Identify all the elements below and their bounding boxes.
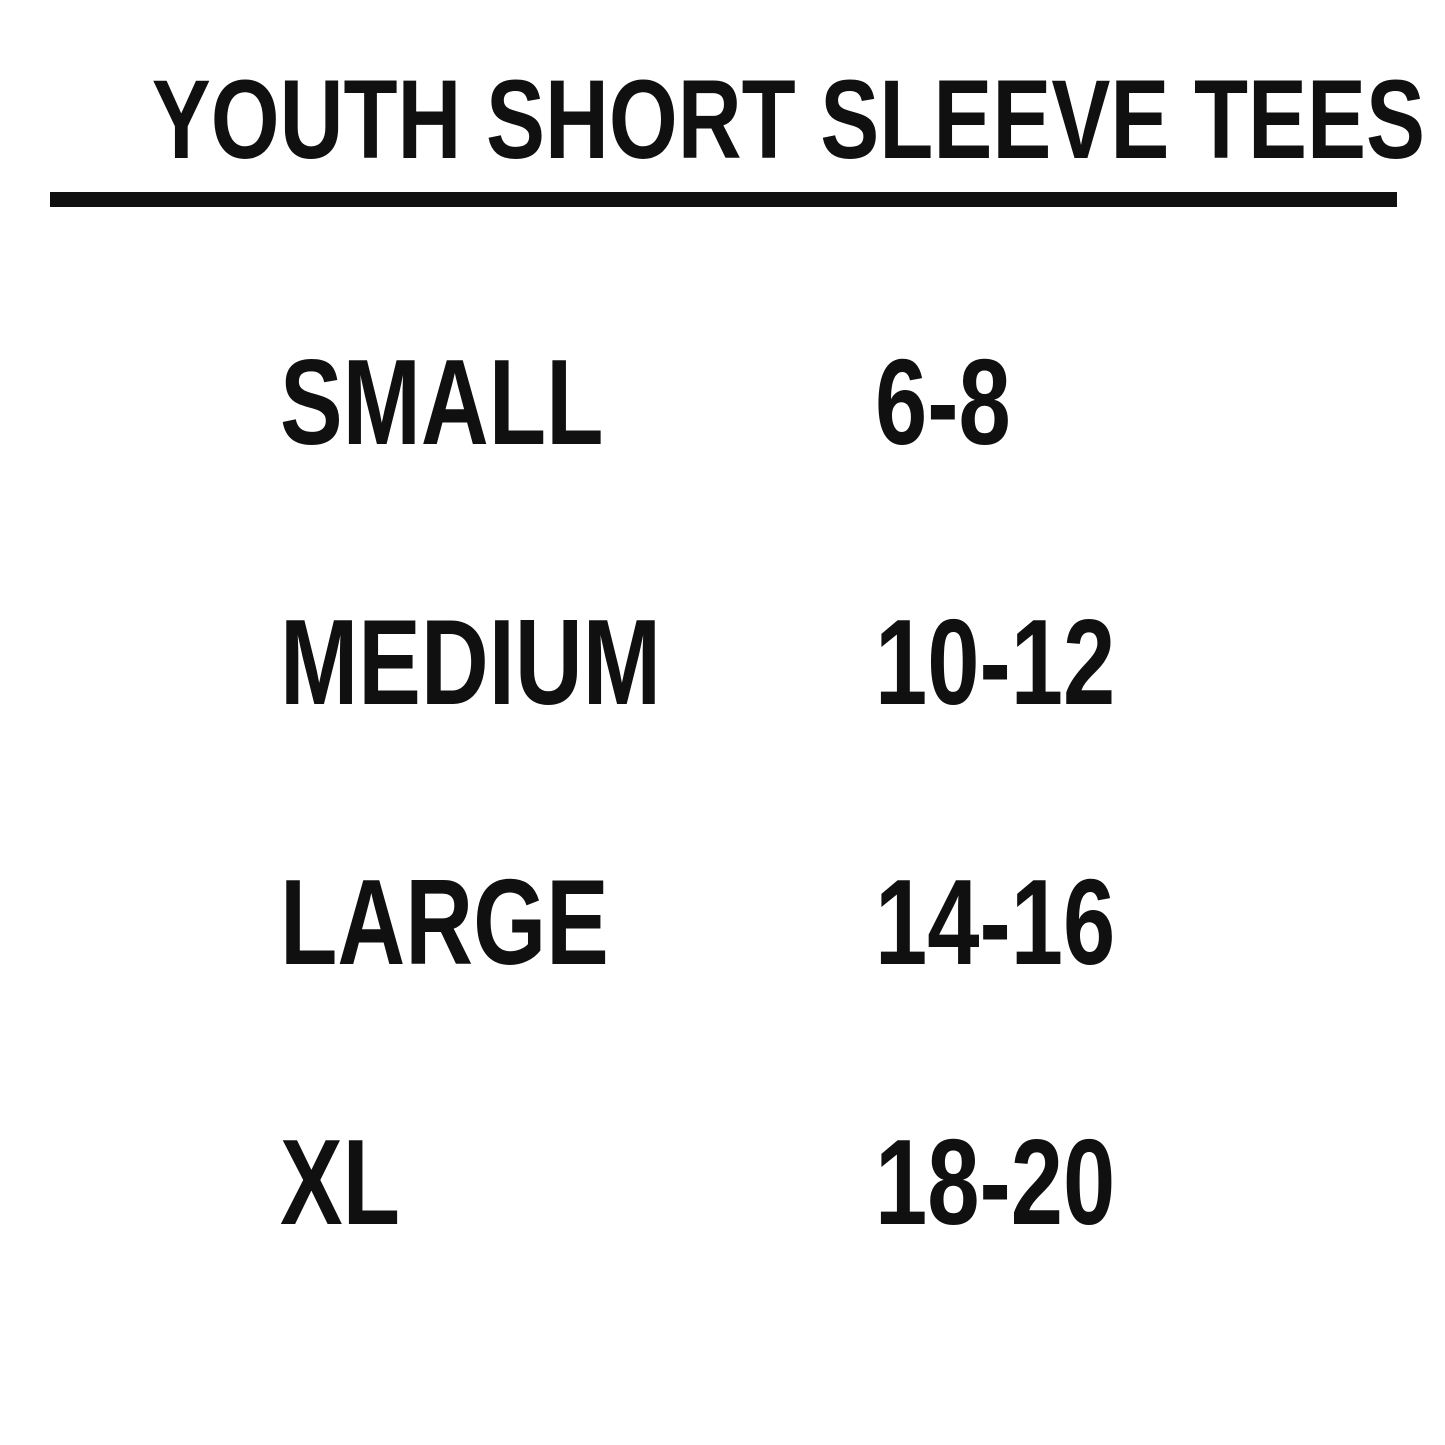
size-name-small: SMALL [280,334,604,470]
size-name-xl: XL [280,1114,401,1250]
table-row: MEDIUM 10-12 [0,601,1445,731]
size-range-medium: 10-12 [875,594,1116,730]
size-name-large: LARGE [280,854,609,990]
table-row: XL 18-20 [0,1121,1445,1251]
size-range-small: 6-8 [875,334,1011,470]
size-name-medium: MEDIUM [280,594,661,730]
size-range-xl: 18-20 [875,1114,1116,1250]
page-title: YOUTH SHORT SLEEVE TEES [151,57,1426,182]
table-row: SMALL 6-8 [0,341,1445,471]
title-underline [50,192,1397,207]
table-row: LARGE 14-16 [0,861,1445,991]
size-range-large: 14-16 [875,854,1116,990]
